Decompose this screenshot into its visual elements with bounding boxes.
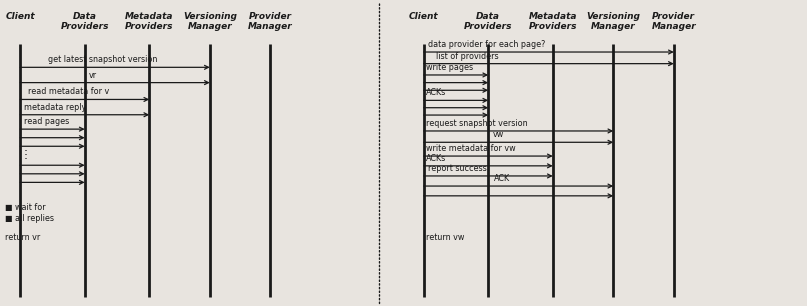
Text: ACKs: ACKs <box>426 88 446 97</box>
Text: Data
Providers: Data Providers <box>464 12 512 31</box>
Text: ACKs: ACKs <box>426 154 446 163</box>
Text: ■ wait for: ■ wait for <box>5 203 45 212</box>
Text: vw: vw <box>492 130 504 139</box>
Text: Versioning
Manager: Versioning Manager <box>183 12 236 31</box>
Text: ·: · <box>24 149 27 162</box>
Text: get latest snapshot version: get latest snapshot version <box>48 55 158 64</box>
Text: request snapshot version: request snapshot version <box>426 119 528 128</box>
Text: Metadata
Providers: Metadata Providers <box>529 12 577 31</box>
Text: list of providers: list of providers <box>436 52 499 61</box>
Text: data provider for each page?: data provider for each page? <box>428 40 545 49</box>
Text: ·: · <box>24 153 27 166</box>
Text: Versioning
Manager: Versioning Manager <box>587 12 640 31</box>
Text: ·: · <box>24 145 27 158</box>
Text: Data
Providers: Data Providers <box>61 12 109 31</box>
Text: ■ all replies: ■ all replies <box>5 214 54 223</box>
Text: ACK: ACK <box>494 174 510 183</box>
Text: read metadata for v: read metadata for v <box>28 88 110 96</box>
Text: write pages: write pages <box>426 63 473 72</box>
Text: return vr: return vr <box>5 233 40 241</box>
Text: Client: Client <box>409 12 438 21</box>
Text: Provider
Manager: Provider Manager <box>248 12 293 31</box>
Text: read pages: read pages <box>24 117 69 126</box>
Text: return vw: return vw <box>426 233 465 241</box>
Text: vr: vr <box>89 71 97 80</box>
Text: Provider
Manager: Provider Manager <box>651 12 696 31</box>
Text: write metadata for vw: write metadata for vw <box>426 144 516 153</box>
Text: Client: Client <box>6 12 35 21</box>
Text: Metadata
Providers: Metadata Providers <box>125 12 174 31</box>
Text: report success: report success <box>428 164 487 173</box>
Text: metadata reply: metadata reply <box>24 103 86 112</box>
